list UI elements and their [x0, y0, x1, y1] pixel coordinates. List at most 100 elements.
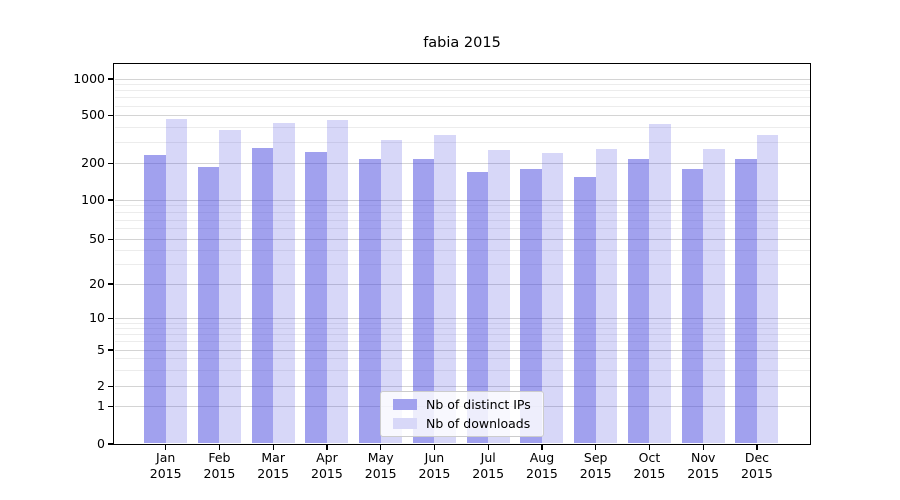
y-axis-tick	[108, 238, 113, 240]
gridline-minor	[115, 249, 810, 251]
x-tick-year: 2015	[741, 465, 773, 481]
x-tick-month: Dec	[744, 450, 770, 465]
gridline-major	[115, 115, 810, 117]
y-axis-tick	[108, 162, 113, 164]
x-tick-label: Dec 2015	[730, 450, 784, 481]
y-tick-label: 50	[89, 230, 105, 246]
x-tick-year: 2015	[633, 465, 666, 481]
gridline-minor	[115, 84, 810, 86]
legend-label-distinct-ips: Nb of distinct IPs	[426, 397, 531, 412]
x-tick-month: May	[367, 450, 394, 465]
x-tick-year: 2015	[149, 465, 182, 481]
gridline-minor	[115, 369, 810, 371]
y-tick-label: 5	[97, 341, 105, 357]
x-tick-label: Jan 2015	[139, 450, 193, 481]
x-axis-tick	[541, 445, 543, 450]
y-tick-label: 1000	[73, 70, 105, 86]
bar-distinct-ips-apr	[305, 151, 327, 444]
gridline-major	[115, 283, 810, 285]
gridline-minor	[115, 358, 810, 360]
bar-distinct-ips-aug	[520, 169, 542, 444]
gridline-minor	[115, 105, 810, 107]
gridline-major	[115, 199, 810, 201]
x-axis-tick	[648, 445, 651, 450]
bar-distinct-ips-jun	[412, 158, 435, 444]
legend-swatch-distinct-ips	[393, 399, 417, 410]
chart-title: fabia 2015	[423, 35, 501, 51]
y-axis-tick	[108, 443, 113, 445]
gridline-minor	[115, 263, 810, 265]
bar-distinct-ips-dec	[735, 159, 757, 444]
gridline-major	[115, 349, 810, 351]
gridline-minor	[115, 97, 810, 99]
bar-downloads-jul	[488, 150, 510, 444]
x-tick-year: 2015	[579, 465, 612, 481]
gridline-minor	[115, 228, 810, 230]
x-tick-year: 2015	[364, 465, 397, 481]
x-tick-month: Sep	[583, 450, 608, 465]
gridline-minor	[115, 126, 810, 128]
bar-downloads-mar	[273, 123, 295, 444]
x-tick-month: Jan	[156, 450, 176, 465]
x-axis-tick	[165, 445, 167, 450]
y-axis-tick	[108, 349, 113, 351]
x-tick-year: 2015	[472, 465, 505, 481]
y-tick-label: 0	[97, 435, 105, 451]
bar-distinct-ips-sep	[574, 177, 596, 444]
legend-swatch-downloads	[393, 418, 417, 429]
gridline-minor	[115, 219, 810, 221]
bar-downloads-may	[380, 140, 403, 444]
y-tick-label: 2	[97, 378, 105, 394]
x-tick-label: Mar 2015	[246, 450, 300, 481]
bar-distinct-ips-jul	[466, 171, 489, 444]
x-axis-tick	[272, 445, 274, 450]
y-axis-tick	[108, 386, 113, 388]
x-tick-label: Sep 2015	[569, 450, 623, 481]
bar-downloads-jun	[434, 135, 456, 444]
gridline-minor	[115, 90, 810, 92]
bar-downloads-oct	[649, 123, 671, 444]
x-axis-tick	[595, 445, 597, 450]
x-tick-label: Feb 2015	[192, 450, 246, 481]
bar-downloads-dec	[756, 134, 779, 444]
x-tick-label: Oct 2015	[622, 450, 676, 481]
gridline-minor	[115, 334, 810, 336]
gridline-major	[115, 238, 810, 240]
y-axis-tick	[108, 283, 113, 285]
y-axis-tick	[108, 78, 113, 80]
y-axis-tick	[108, 115, 113, 117]
gridline-major	[115, 78, 810, 80]
x-tick-month: Mar	[261, 450, 285, 465]
gridline-major	[115, 162, 810, 164]
legend-item-downloads: Nb of downloads	[387, 415, 537, 433]
bar-distinct-ips-mar	[251, 148, 274, 444]
bar-downloads-aug	[541, 153, 564, 444]
gridline-minor	[115, 341, 810, 343]
bar-distinct-ips-oct	[627, 158, 650, 444]
bar-downloads-nov	[703, 149, 725, 444]
y-axis-tick	[108, 199, 113, 201]
legend: Nb of distinct IPs Nb of downloads	[380, 391, 544, 437]
x-axis-tick	[218, 445, 221, 450]
y-axis-tick	[108, 317, 113, 319]
x-tick-year: 2015	[257, 465, 290, 481]
x-tick-month: Apr	[316, 450, 338, 465]
bar-distinct-ips-may	[359, 159, 381, 444]
x-tick-month: Jul	[480, 450, 496, 465]
x-tick-label: Jun 2015	[407, 450, 461, 481]
gridline-minor	[115, 328, 810, 329]
x-tick-label: Apr 2015	[300, 450, 354, 481]
x-tick-label: May 2015	[354, 450, 408, 481]
x-axis-tick	[487, 445, 489, 450]
x-axis-tick	[326, 445, 328, 450]
gridline-minor	[115, 141, 810, 143]
y-axis-tick	[108, 406, 113, 408]
x-tick-year: 2015	[687, 465, 720, 481]
y-tick-label: 200	[81, 154, 105, 170]
x-tick-label: Aug 2015	[515, 450, 569, 481]
gridline-major	[115, 386, 810, 388]
